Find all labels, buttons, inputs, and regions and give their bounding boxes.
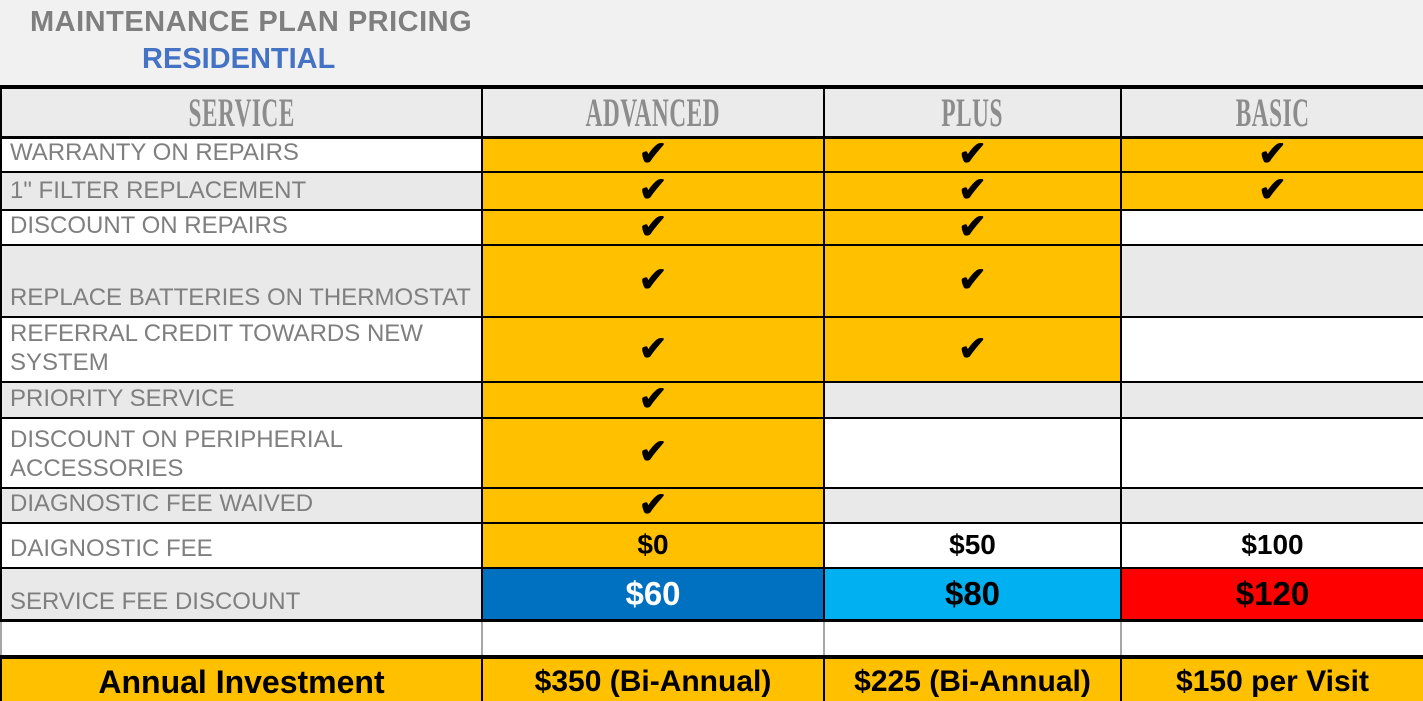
advanced-cell: $0 (481, 521, 825, 569)
table-row-discount-on-repairs: DISCOUNT ON REPAIRS ✔ ✔ (0, 208, 1423, 246)
column-header-service: SERVICE (0, 85, 483, 139)
advanced-cell: $60 (481, 566, 825, 622)
plus-cell: ✔ (823, 170, 1122, 211)
row-label-diagnostic-fee-waived: DIAGNOSTIC FEE WAIVED (0, 486, 483, 524)
row-label-referral-credit: REFERRAL CREDIT TOWARDS NEW SYSTEM (0, 315, 483, 383)
row-label-replace-batteries: REPLACE BATTERIES ON THERMOSTAT (0, 243, 483, 318)
table-row-referral-credit: REFERRAL CREDIT TOWARDS NEW SYSTEM ✔ ✔ (0, 315, 1423, 383)
table-row-filter-replacement: 1" FILTER REPLACEMENT ✔ ✔ ✔ (0, 170, 1423, 211)
plus-cell: $80 (823, 566, 1122, 622)
row-label-service-fee-discount: SERVICE FEE DISCOUNT (0, 566, 483, 622)
plus-cell (823, 380, 1122, 419)
plus-cell: ✔ (823, 243, 1122, 318)
spacer-cell (0, 619, 483, 658)
advanced-cell: ✔ (481, 208, 825, 246)
basic-cell (1120, 208, 1423, 246)
table-row-peripheral-accessories: DISCOUNT ON PERIPHERIAL ACCESSORIES ✔ (0, 416, 1423, 489)
row-label-annual-investment: Annual Investment (0, 654, 483, 701)
advanced-cell: ✔ (481, 380, 825, 419)
spacer-cell (481, 619, 825, 658)
advanced-annual-cell: $350 (Bi-Annual) (481, 654, 825, 701)
plus-cell (823, 416, 1122, 489)
table-row-warranty-on-repairs: WARRANTY ON REPAIRS ✔ ✔ ✔ (0, 136, 1423, 173)
column-header-service-label: SERVICE (188, 90, 295, 135)
row-label-discount-on-repairs: DISCOUNT ON REPAIRS (0, 208, 483, 246)
basic-cell (1120, 243, 1423, 318)
basic-cell: ✔ (1120, 136, 1423, 173)
pricing-table: SERVICE ADVANCED PLUS BASIC WARRANTY ON … (0, 85, 1423, 701)
basic-cell (1120, 380, 1423, 419)
plus-cell: ✔ (823, 136, 1122, 173)
plus-cell: ✔ (823, 208, 1122, 246)
table-row-annual-investment: Annual Investment $350 (Bi-Annual) $225 … (0, 654, 1423, 701)
title-bar: MAINTENANCE PLAN PRICING RESIDENTIAL (0, 0, 1423, 85)
page-title: MAINTENANCE PLAN PRICING (30, 6, 473, 38)
plus-annual-cell: $225 (Bi-Annual) (823, 654, 1122, 701)
basic-cell (1120, 486, 1423, 524)
row-label-priority-service: PRIORITY SERVICE (0, 380, 483, 419)
spacer-row (0, 619, 1423, 658)
column-header-basic: BASIC (1120, 85, 1423, 139)
spacer-cell (823, 619, 1122, 658)
advanced-cell: ✔ (481, 486, 825, 524)
plus-cell: ✔ (823, 315, 1122, 383)
advanced-cell: ✔ (481, 416, 825, 489)
column-header-advanced: ADVANCED (481, 85, 825, 139)
row-label-filter-replacement: 1" FILTER REPLACEMENT (0, 170, 483, 211)
advanced-cell: ✔ (481, 170, 825, 211)
basic-cell (1120, 416, 1423, 489)
basic-annual-cell: $150 per Visit (1120, 654, 1423, 701)
table-row-service-fee-discount: SERVICE FEE DISCOUNT $60 $80 $120 (0, 566, 1423, 622)
basic-cell: ✔ (1120, 170, 1423, 211)
basic-cell (1120, 315, 1423, 383)
column-header-advanced-label: ADVANCED (585, 90, 721, 135)
page-subtitle: RESIDENTIAL (142, 43, 336, 75)
table-row-diagnostic-fee: DAIGNOSTIC FEE $0 $50 $100 (0, 521, 1423, 569)
row-label-diagnostic-fee: DAIGNOSTIC FEE (0, 521, 483, 569)
basic-cell: $100 (1120, 521, 1423, 569)
table-row-diagnostic-fee-waived: DIAGNOSTIC FEE WAIVED ✔ (0, 486, 1423, 524)
column-header-plus-label: PLUS (941, 90, 1004, 135)
column-header-basic-label: BASIC (1235, 90, 1310, 135)
row-label-warranty-on-repairs: WARRANTY ON REPAIRS (0, 136, 483, 173)
plus-cell: $50 (823, 521, 1122, 569)
advanced-cell: ✔ (481, 315, 825, 383)
basic-cell: $120 (1120, 566, 1423, 622)
table-row-priority-service: PRIORITY SERVICE ✔ (0, 380, 1423, 419)
column-header-plus: PLUS (823, 85, 1122, 139)
advanced-cell: ✔ (481, 243, 825, 318)
advanced-cell: ✔ (481, 136, 825, 173)
header-row: SERVICE ADVANCED PLUS BASIC (0, 85, 1423, 139)
table-row-replace-batteries: REPLACE BATTERIES ON THERMOSTAT ✔ ✔ (0, 243, 1423, 318)
row-label-peripheral-accessories: DISCOUNT ON PERIPHERIAL ACCESSORIES (0, 416, 483, 489)
plus-cell (823, 486, 1122, 524)
spacer-cell (1120, 619, 1423, 658)
